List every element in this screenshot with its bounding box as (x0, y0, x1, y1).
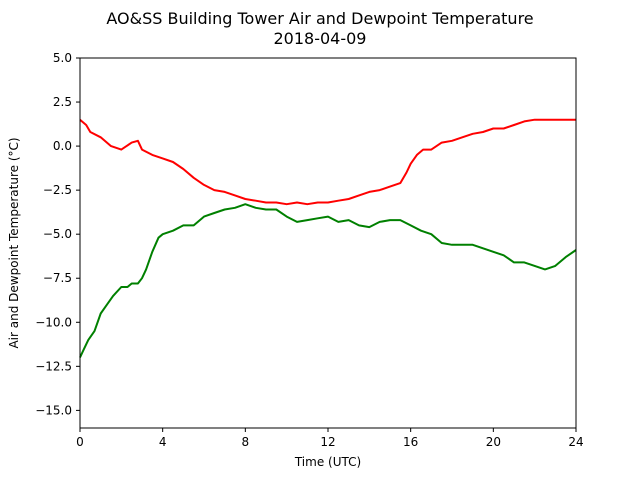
chart-title-line2: 2018-04-09 (274, 29, 367, 48)
x-tick-label: 24 (568, 435, 583, 449)
x-tick-label: 12 (320, 435, 335, 449)
y-axis: 5.0 2.5 0.0 −2.5 −5.0 −7.5 −10.0 −12.5 −15.0 (35, 51, 80, 417)
x-axis: 0 4 8 12 16 20 24 (76, 428, 584, 449)
y-tick-label: 0.0 (53, 139, 72, 153)
y-tick-label: −5.0 (43, 227, 72, 241)
y-tick-label: −15.0 (35, 403, 72, 417)
series-line-1 (79, 203, 577, 358)
x-tick-label: 0 (76, 435, 84, 449)
y-axis-label: Air and Dewpoint Temperature (°C) (7, 137, 21, 348)
y-tick-label: −7.5 (43, 271, 72, 285)
chart-title-line1: AO&SS Building Tower Air and Dewpoint Te… (106, 9, 533, 28)
y-tick-label: 5.0 (53, 51, 72, 65)
x-tick-label: 8 (242, 435, 250, 449)
x-axis-label: Time (UTC) (294, 455, 361, 469)
y-tick-label: 2.5 (53, 95, 72, 109)
x-tick-label: 20 (486, 435, 501, 449)
series-line-0 (79, 118, 576, 206)
y-tick-label: −10.0 (35, 315, 72, 329)
x-tick-label: 4 (159, 435, 167, 449)
plot-area (79, 118, 577, 358)
plot-frame (79, 57, 577, 429)
y-tick-label: −2.5 (43, 183, 72, 197)
x-tick-label: 16 (403, 435, 418, 449)
y-tick-label: −12.5 (35, 359, 72, 373)
